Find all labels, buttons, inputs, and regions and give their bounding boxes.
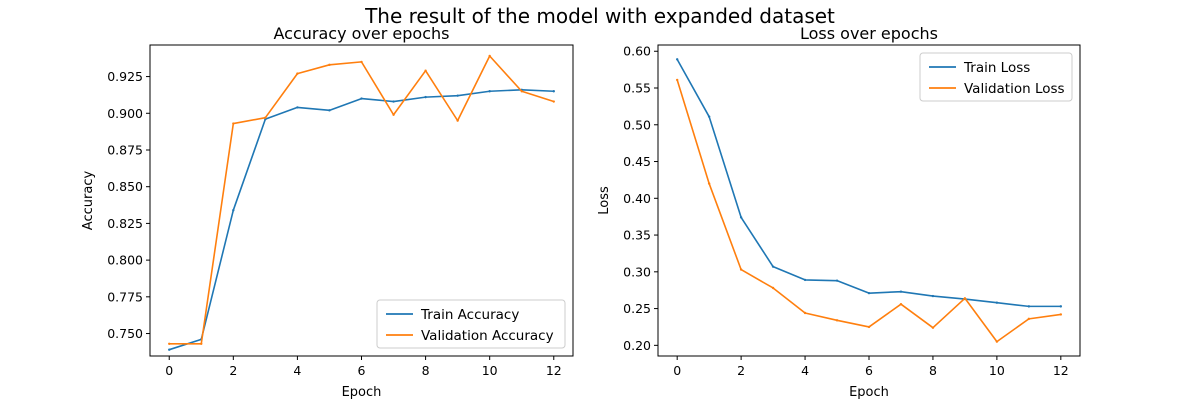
loss-x-tick-label: 10 (989, 363, 1005, 378)
loss-data-point (803, 278, 807, 282)
accuracy-data-point (360, 97, 363, 100)
accuracy-y-axis-label: Accuracy (81, 171, 96, 231)
loss-data-point (835, 319, 839, 322)
accuracy-data-point (328, 109, 331, 112)
loss-data-point (675, 78, 679, 82)
loss-data-point (995, 340, 999, 343)
loss-data-point (867, 325, 871, 329)
loss-legend-box (919, 52, 1073, 102)
loss-data-point (1059, 313, 1063, 316)
accuracy-data-point (232, 208, 235, 212)
accuracy-legend-label: Validation Accuracy (421, 328, 554, 344)
loss-data-point (931, 326, 935, 329)
accuracy-y-tick-label: 0.825 (107, 216, 143, 231)
accuracy-x-tick-label: 2 (229, 363, 237, 378)
accuracy-y-tick-label: 0.875 (107, 142, 143, 157)
accuracy-data-point (392, 113, 395, 116)
loss-x-tick-label: 12 (1053, 363, 1069, 378)
accuracy-data-point (488, 54, 491, 58)
accuracy-data-point (456, 119, 459, 122)
accuracy-x-tick-label: 8 (422, 363, 430, 378)
accuracy-x-tick-label: 4 (293, 363, 301, 378)
accuracy-x-tick-label: 10 (482, 363, 498, 378)
accuracy-data-point (552, 90, 555, 93)
accuracy-y-tick-label: 0.750 (107, 326, 143, 341)
loss-legend-label: Validation Loss (964, 81, 1065, 97)
loss-data-point (803, 311, 807, 315)
loss-data-point (899, 290, 903, 293)
loss-data-point (1027, 317, 1031, 321)
accuracy-data-point (456, 94, 459, 97)
accuracy-data-point (328, 63, 331, 67)
accuracy-y-tick-label: 0.925 (107, 69, 143, 84)
accuracy-chart-title: Accuracy over epochs (274, 24, 450, 43)
loss-x-tick-label: 6 (865, 363, 873, 378)
loss-y-tick-label: 0.40 (623, 191, 651, 206)
accuracy-data-point (168, 342, 171, 346)
accuracy-legend-box (376, 299, 566, 349)
loss-data-point (707, 115, 711, 118)
accuracy-data-point (264, 116, 267, 119)
loss-y-tick-label: 0.60 (623, 44, 651, 59)
accuracy-data-point (488, 90, 491, 93)
loss-data-point (771, 286, 775, 290)
loss-y-tick-label: 0.45 (623, 154, 651, 169)
accuracy-data-point (520, 90, 523, 93)
loss-data-point (899, 302, 903, 306)
loss-data-point (739, 216, 743, 219)
loss-y-tick-label: 0.50 (623, 117, 651, 132)
figure-title: The result of the model with expanded da… (364, 4, 835, 28)
accuracy-chart: Accuracy over epochs 0 2 4 6 8 10 12 0.750 0.775 0… (81, 24, 574, 400)
loss-data-point (707, 182, 711, 185)
loss-data-point (867, 291, 871, 295)
loss-y-tick-label: 0.35 (623, 228, 651, 243)
loss-data-point (739, 268, 743, 271)
accuracy-x-tick-label: 6 (358, 363, 366, 378)
loss-chart-title: Loss over epochs (800, 24, 938, 43)
loss-legend: Train Loss Validation Loss (919, 52, 1073, 102)
loss-y-tick-label: 0.55 (623, 81, 651, 96)
accuracy-legend: Train Accuracy Validation Accuracy (376, 299, 566, 349)
loss-series-line-validation (676, 79, 1061, 343)
loss-data-point (995, 301, 999, 304)
loss-x-tick-label: 8 (929, 363, 937, 378)
accuracy-x-tick-label: 0 (165, 363, 173, 378)
loss-data-point (835, 279, 839, 282)
accuracy-x-tick-label: 12 (546, 363, 562, 378)
loss-y-axis-label: Loss (597, 186, 612, 215)
accuracy-data-point (392, 100, 395, 103)
loss-data-point (1059, 305, 1063, 308)
accuracy-y-tick-label: 0.800 (107, 253, 143, 268)
accuracy-y-tick-label: 0.900 (107, 106, 143, 121)
loss-x-tick-label: 4 (801, 363, 809, 378)
loss-y-tick-label: 0.20 (623, 338, 651, 353)
accuracy-data-point (168, 348, 171, 351)
accuracy-data-point (360, 60, 363, 64)
loss-y-tick-label: 0.30 (623, 264, 651, 279)
loss-data-point (1027, 305, 1031, 308)
loss-chart: Loss over epochs 0 2 4 6 8 10 12 0.20 0.25 0.30 0.3… (597, 24, 1081, 400)
loss-data-point (963, 297, 967, 300)
loss-x-axis-label: Epoch (849, 385, 889, 400)
loss-data-point (675, 58, 679, 61)
accuracy-x-axis-label: Epoch (342, 385, 382, 400)
loss-data-point (771, 265, 775, 268)
loss-x-tick-label: 0 (673, 363, 681, 378)
loss-y-tick-label: 0.25 (623, 301, 651, 316)
loss-data-point (931, 294, 935, 298)
accuracy-data-point (200, 342, 203, 346)
accuracy-legend-label: Train Accuracy (420, 307, 519, 323)
accuracy-y-tick-label: 0.775 (107, 289, 143, 304)
accuracy-data-point (424, 69, 427, 72)
loss-x-tick-label: 2 (737, 363, 745, 378)
loss-legend-label: Train Loss (963, 60, 1030, 76)
accuracy-data-point (296, 72, 299, 75)
accuracy-data-point (232, 122, 235, 125)
accuracy-y-tick-label: 0.850 (107, 179, 143, 194)
accuracy-data-point (296, 106, 299, 109)
accuracy-data-point (424, 95, 427, 99)
accuracy-data-point (552, 100, 555, 103)
